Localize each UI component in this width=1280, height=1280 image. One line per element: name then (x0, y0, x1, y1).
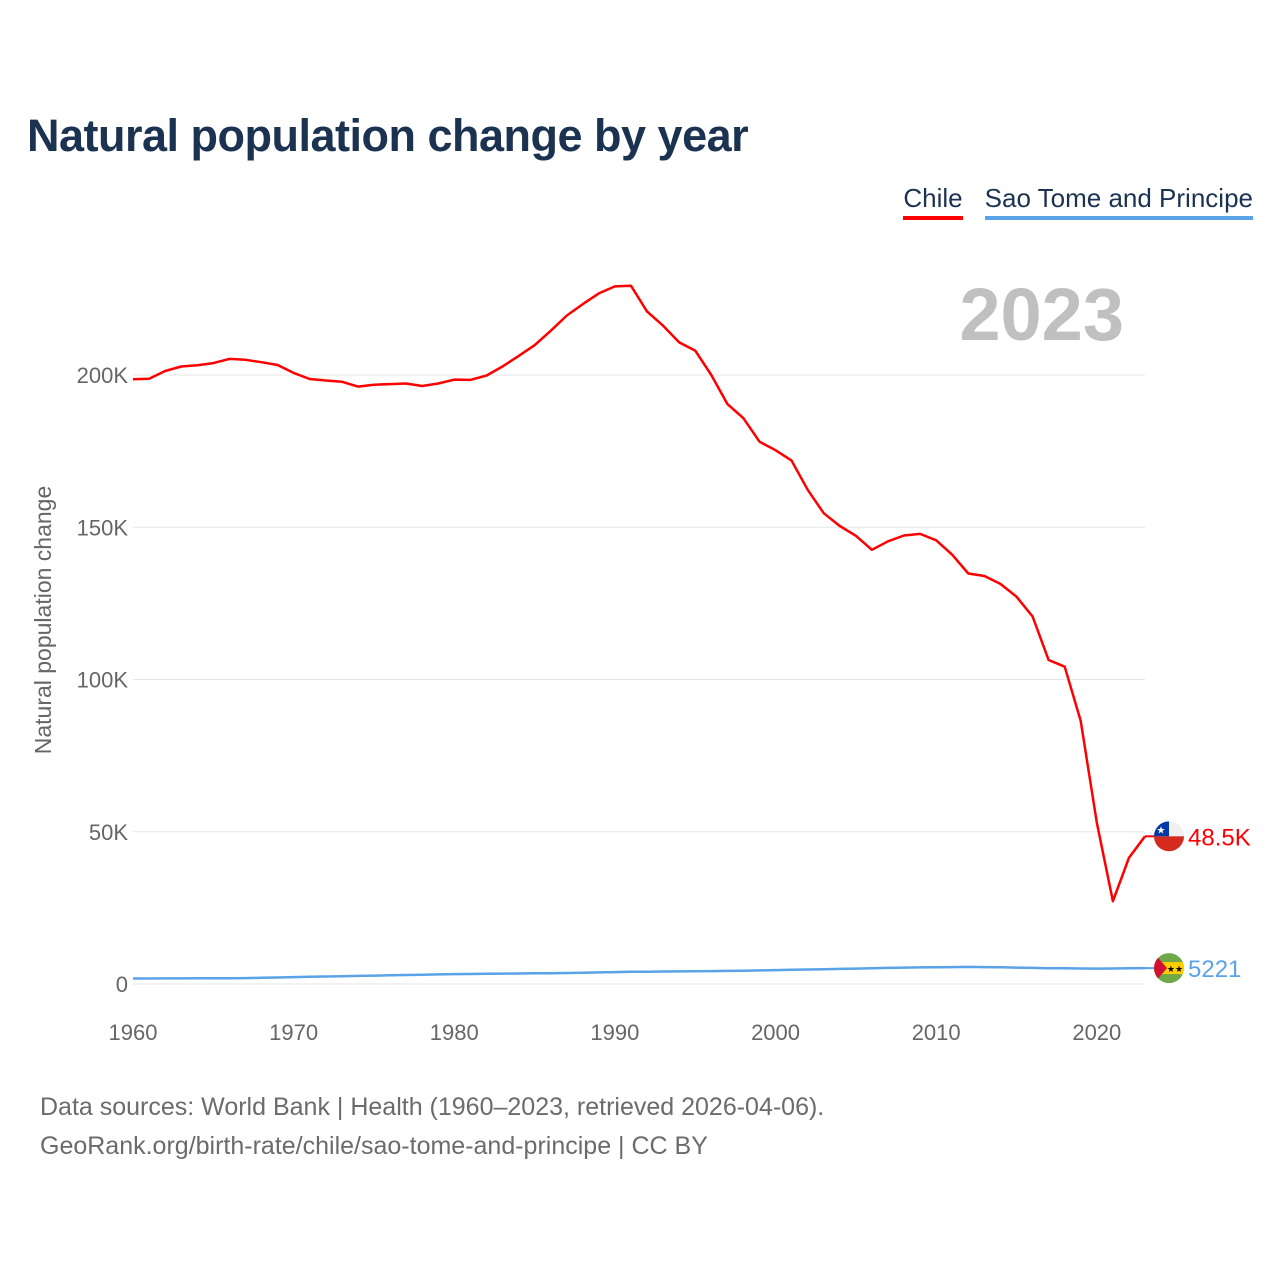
x-tick-label: 1980 (430, 1020, 479, 1045)
chile-flag-icon: ★ (1154, 821, 1184, 852)
legend: Chile Sao Tome and Principe (903, 183, 1253, 220)
svg-text:★★: ★★ (1167, 964, 1183, 974)
legend-item-sao-tome[interactable]: Sao Tome and Principe (984, 183, 1253, 220)
x-tick-label: 2010 (912, 1020, 961, 1045)
y-tick-label: 0 (116, 972, 128, 997)
x-tick-label: 2020 (1072, 1020, 1121, 1045)
series-line-sao-tome (133, 965, 1146, 980)
y-axis-label: Natural population change (30, 486, 56, 755)
chart-title: Natural population change by year (27, 110, 749, 161)
end-value-label: 5221 (1188, 956, 1241, 983)
x-tick-label: 1970 (269, 1020, 318, 1045)
end-value-label: 48.5K (1188, 824, 1251, 851)
source-note: Data sources: World Bank | Health (1960–… (40, 1088, 824, 1166)
x-tick-label: 1960 (109, 1020, 158, 1045)
y-tick-label: 150K (77, 515, 129, 540)
source-line-1: Data sources: World Bank | Health (1960–… (40, 1093, 825, 1121)
y-tick-label: 50K (89, 820, 128, 845)
y-tick-label: 200K (77, 363, 129, 388)
series-line-chile (132, 284, 1147, 903)
source-line-2[interactable]: GeoRank.org/birth-rate/chile/sao-tome-an… (40, 1132, 708, 1160)
y-tick-label: 100K (77, 668, 129, 693)
sao-tome-flag-icon: ★★ (1154, 953, 1184, 984)
x-tick-label: 2000 (751, 1020, 800, 1045)
x-tick-label: 1990 (590, 1020, 639, 1045)
svg-text:★: ★ (1157, 825, 1166, 836)
legend-item-chile[interactable]: Chile (903, 183, 963, 220)
year-watermark: 2023 (959, 273, 1124, 356)
